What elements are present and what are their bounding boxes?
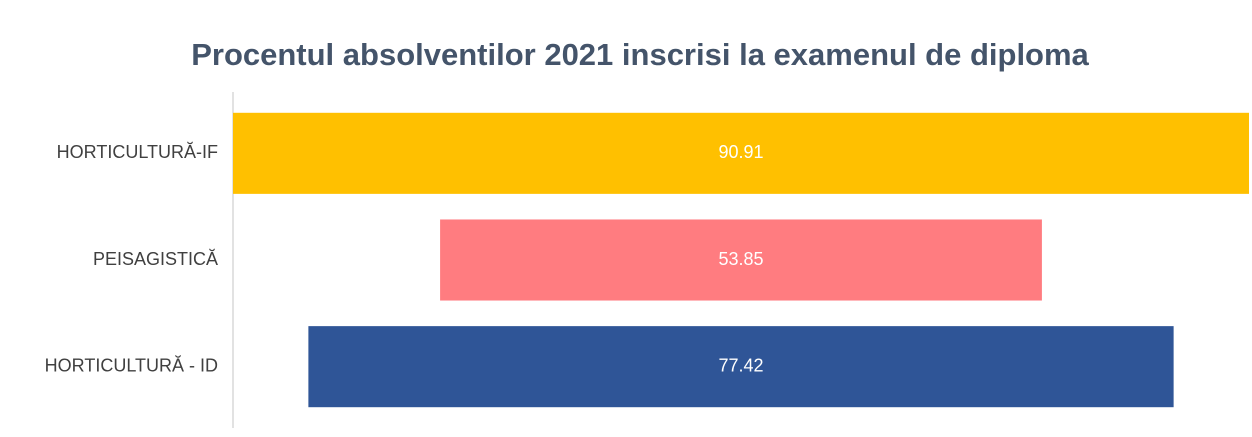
bar (308, 326, 1174, 408)
category-label: HORTICULTURĂ - ID (45, 355, 218, 375)
chart-title: Procentul absolventilor 2021 inscrisi la… (191, 37, 1089, 72)
bar (233, 112, 1249, 194)
bar (440, 219, 1042, 301)
category-label: PEISAGISTICĂ (93, 249, 218, 269)
data-label: 77.42 (718, 355, 763, 375)
category-label: HORTICULTURĂ-IF (57, 142, 218, 162)
data-label: 90.91 (718, 142, 763, 162)
data-label: 53.85 (718, 249, 763, 269)
